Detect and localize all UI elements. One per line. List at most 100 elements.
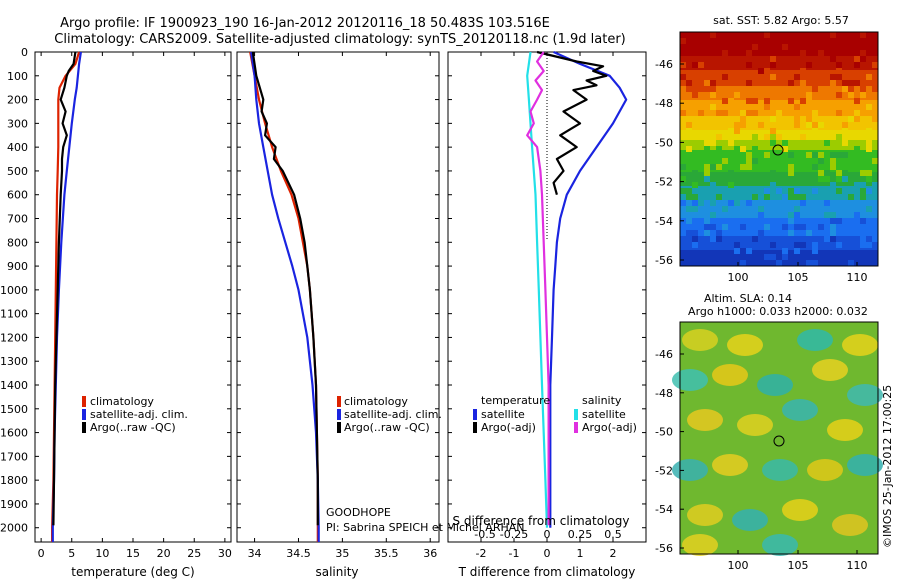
sst-cell	[740, 224, 746, 230]
sst-map-border	[679, 31, 879, 267]
sst-cell	[704, 146, 710, 152]
sst-cell	[716, 110, 722, 116]
x-tick-label: 15	[126, 547, 140, 560]
sst-cell	[686, 206, 692, 212]
sst-cell	[818, 122, 824, 128]
sst-cell	[860, 86, 866, 92]
sst-cell	[722, 158, 728, 164]
sst-cell	[722, 110, 728, 116]
sst-cell	[728, 140, 734, 146]
salinity-plot: 34 34.5 35 35.5 36	[248, 51, 437, 560]
sla-blob	[687, 504, 723, 526]
sst-cell	[812, 50, 818, 56]
legend-swatch-s-satellite	[574, 409, 578, 420]
sst-cell	[728, 182, 734, 188]
sst-cell	[818, 152, 824, 158]
sst-cell	[716, 134, 722, 140]
sst-cell	[716, 164, 722, 170]
depth-tick-label: 1700	[0, 450, 28, 463]
sst-cell	[692, 230, 698, 236]
sst-cell	[794, 224, 800, 230]
legend-label-satellite: satellite-adj. clim.	[90, 408, 188, 421]
sst-cell	[806, 32, 812, 38]
sst-cell	[764, 98, 770, 104]
sst-cell	[842, 44, 848, 50]
legend-label-t-satellite: satellite	[481, 408, 525, 421]
sst-cell	[782, 194, 788, 200]
sst-cell	[830, 230, 836, 236]
sst-cell	[704, 224, 710, 230]
sst-cell	[686, 230, 692, 236]
sst-cell	[872, 44, 878, 50]
sst-cell	[872, 158, 878, 164]
sst-cell	[854, 254, 860, 260]
sst-cell	[848, 92, 854, 98]
sst-cell	[818, 176, 824, 182]
sst-cell	[812, 242, 818, 248]
sla-map-border	[679, 321, 879, 555]
sst-cell	[788, 218, 794, 224]
sst-cell	[710, 236, 716, 242]
xlabel-salinity: salinity	[315, 565, 358, 579]
sst-cell	[836, 188, 842, 194]
sst-cell	[776, 32, 782, 38]
sst-cell	[704, 44, 710, 50]
sst-cell	[812, 128, 818, 134]
depth-tick-label: 100	[7, 70, 28, 83]
x-tick-label: 30	[218, 547, 232, 560]
s-tick-label: 0.5	[604, 528, 622, 541]
sst-cell	[854, 212, 860, 218]
sla-blob	[782, 399, 818, 421]
sst-cell	[800, 50, 806, 56]
argo-position-marker	[773, 435, 785, 447]
map-y-tick-label: -50	[655, 136, 673, 149]
title-line2: Climatology: CARS2009. Satellite-adjuste…	[54, 32, 626, 47]
sst-cell	[734, 128, 740, 134]
sst-cell	[746, 164, 752, 170]
sst-band	[680, 56, 878, 70]
depth-tick-label: 0	[21, 46, 28, 59]
sst-cell	[782, 146, 788, 152]
sst-cell	[860, 188, 866, 194]
sst-cell	[728, 128, 734, 134]
sla-blob	[762, 459, 798, 481]
sst-cell	[794, 194, 800, 200]
sst-cell	[824, 212, 830, 218]
sst-cell	[782, 248, 788, 254]
sst-cell	[734, 248, 740, 254]
sst-cell	[848, 260, 854, 266]
sst-cell	[866, 176, 872, 182]
sst-cell	[830, 152, 836, 158]
sst-cell	[752, 236, 758, 242]
panel-salinity	[236, 51, 440, 543]
sst-cell	[866, 140, 872, 146]
sst-cell	[698, 62, 704, 68]
legend-swatch-satellite	[82, 409, 86, 420]
series-line-satellite	[250, 51, 320, 542]
map-y-tick-label: -48	[655, 387, 673, 400]
x-tick-label: 34.5	[286, 547, 311, 560]
sst-cell	[746, 80, 752, 86]
legend-label-s-argo: Argo(-adj)	[582, 421, 637, 434]
depth-tick-label: 1200	[0, 331, 28, 344]
xlabel-s-difference: S difference from climatology	[453, 514, 630, 528]
sla-blob	[682, 534, 718, 556]
sst-cell	[866, 188, 872, 194]
x-tick-label: 2	[610, 547, 617, 560]
series-line-argo	[251, 51, 319, 526]
depth-tick-label: 2000	[0, 522, 28, 535]
sst-cell	[836, 92, 842, 98]
sst-cell	[746, 152, 752, 158]
sst-cell	[794, 248, 800, 254]
sst-cell	[842, 122, 848, 128]
temperature-plot: 0 5 10 15 20 25 30	[38, 51, 232, 560]
sst-cell	[740, 146, 746, 152]
x-tick-label: 36	[423, 547, 437, 560]
sst-cell	[770, 254, 776, 260]
project-name: GOODHOPE	[326, 506, 391, 519]
sst-cell	[770, 134, 776, 140]
sst-cell	[686, 146, 692, 152]
depth-tick-label: 900	[7, 260, 28, 273]
sla-map-title1: Altim. SLA: 0.14	[704, 292, 792, 305]
sst-cell	[734, 122, 740, 128]
